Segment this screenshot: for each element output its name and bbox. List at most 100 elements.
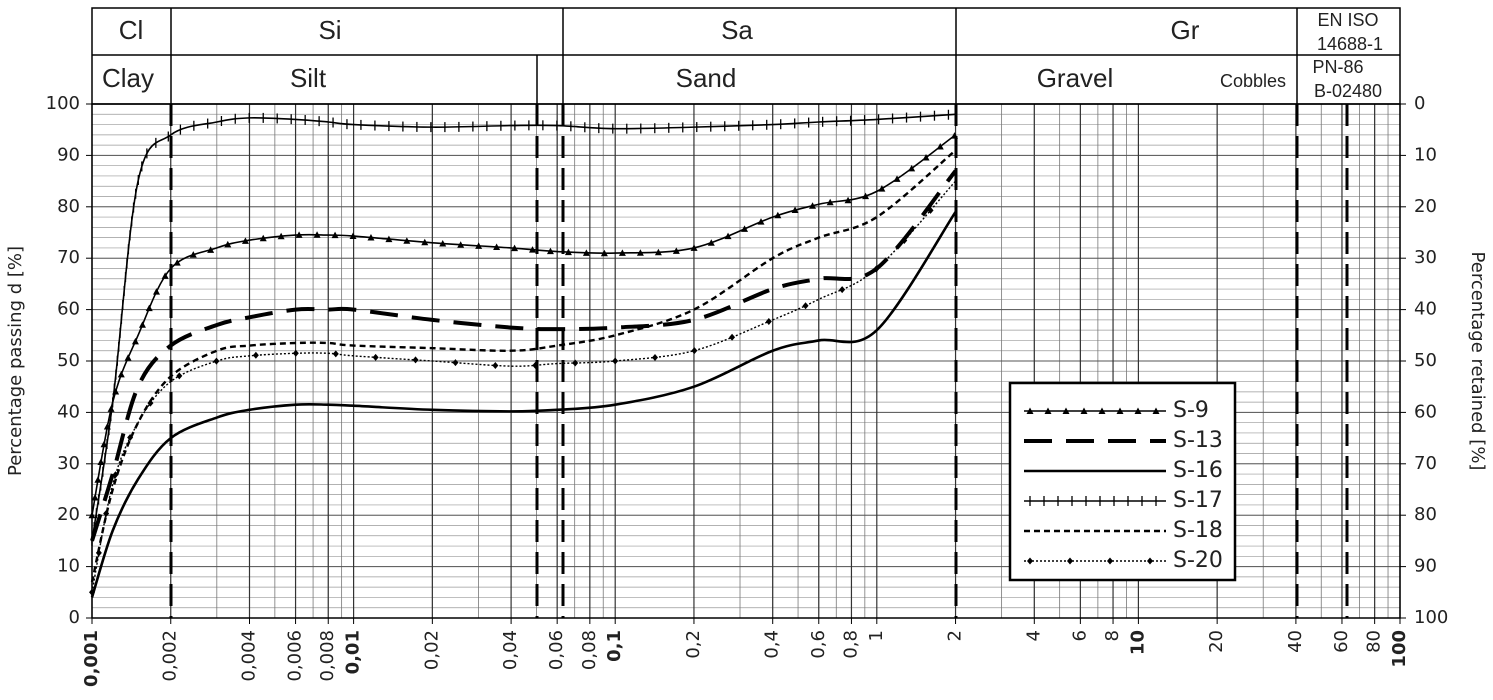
y2-tick-label: 80 [1414,504,1437,525]
line-marker [927,206,934,214]
line-marker [1044,407,1052,414]
line-marker [176,372,183,380]
line-marker [729,333,736,341]
standard: B-02480 [1314,81,1382,101]
line-marker [367,234,375,241]
line-marker [839,286,846,294]
line-marker [131,337,139,345]
x-tick-label: 0,02 [421,630,442,670]
series-line [90,149,957,583]
y-tick-label: 40 [57,401,80,422]
line-marker [475,242,483,249]
line-marker [112,471,119,479]
line-marker [173,259,181,266]
line-marker [124,354,132,361]
line-marker [564,248,572,256]
line-marker [901,236,908,244]
zone-name: Cobbles [1220,71,1286,91]
line-marker [951,132,959,139]
y2-tick-label: 100 [1414,607,1448,628]
x-tick-label: 80 [1364,630,1385,653]
line-marker [189,251,197,258]
line-marker [493,243,501,250]
x-tick-label: 0,008 [317,630,338,682]
x-tick-label: 20 [1206,630,1227,653]
standard: 14688-1 [1317,34,1383,54]
x-tick-label: 8 [1102,630,1123,641]
line-marker [690,244,698,251]
line-marker [724,232,732,240]
zone-name: Sand [676,63,737,93]
line-marker [672,247,680,254]
y-axis-label: Percentage passing d [%] [5,246,26,476]
y2-tick-label: 60 [1414,401,1437,422]
line-marker [529,246,537,253]
x-tick-label: 0,002 [160,630,181,682]
line-marker [145,304,153,312]
y2-tick-label: 0 [1414,93,1425,114]
legend-frame [1008,381,1237,582]
line-marker [95,549,102,557]
line-marker [791,206,799,214]
series-line [91,180,957,593]
line-marker [757,218,765,225]
zone-symbol: Gr [1171,15,1200,45]
zone-symbol: Sa [721,15,753,45]
zone-name: Silt [290,63,327,93]
line-marker [936,143,944,150]
line-marker [878,185,886,192]
zone-symbol: Si [318,15,341,45]
line-marker [765,318,772,326]
x-tick-label: 0,4 [762,630,783,659]
line-marker [457,241,465,248]
line-marker [94,476,102,483]
line-marker [277,232,285,240]
x-tick-label: 60 [1331,630,1352,653]
line-marker [332,350,339,358]
line-marker [862,192,870,200]
series-line [90,169,958,542]
x-tick-label: 0,01 [343,630,364,674]
line-marker [100,440,108,448]
series-line [91,113,956,542]
line-marker [741,225,749,232]
y2-tick-label: 70 [1414,453,1437,474]
line-marker [1027,557,1033,565]
y-tick-label: 100 [46,93,80,114]
line-marker [331,231,339,239]
zone-name: Gravel [1037,63,1114,93]
series-line [90,211,957,598]
line-marker [89,588,95,596]
line-marker [654,248,662,256]
y-tick-label: 60 [57,299,80,320]
line-marker [572,359,579,367]
line-marker [1147,557,1153,565]
x-tick-label: 40 [1285,630,1306,653]
line-marker [103,510,110,518]
line-marker [873,265,880,273]
x-tick-label: 0,006 [285,630,306,682]
line-marker [774,211,782,219]
zone-symbol: Cl [119,15,144,45]
y2-tick-label: 30 [1414,247,1437,268]
line-marker [207,246,215,253]
line-marker [403,237,411,244]
x-tick-label: 0,001 [81,630,102,687]
legend-label: S-13 [1173,428,1223,453]
line-marker [152,288,160,295]
y-tick-label: 30 [57,453,80,474]
line-marker [618,249,626,256]
line-marker [652,353,659,361]
x-tick-label: 2 [945,630,966,641]
line-marker [532,361,539,369]
line-marker [224,240,232,248]
line-marker [922,154,930,161]
x-tick-label: 0,8 [840,630,861,659]
y-tick-label: 10 [57,556,80,577]
line-marker [241,237,249,244]
line-marker [691,347,698,355]
line-marker [636,249,644,256]
x-tick-label: 0,6 [808,630,829,659]
line-marker [826,198,834,206]
line-marker [372,353,379,361]
